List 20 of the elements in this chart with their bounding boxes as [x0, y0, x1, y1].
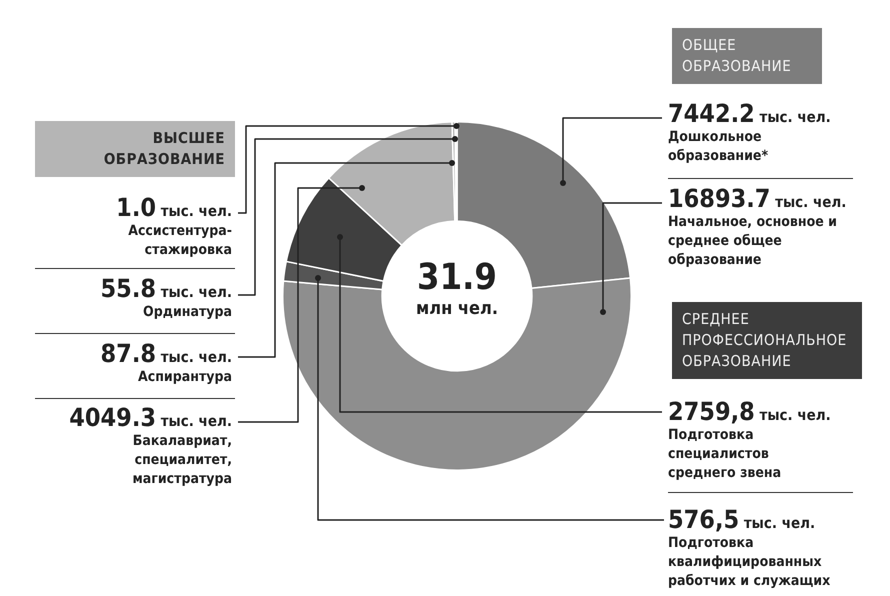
data-label: 4049.3 тыс. чел.: [69, 403, 232, 432]
data-label: 55.8 тыс. чел.: [100, 274, 232, 303]
slice-label: Начальное, основное и среднее общее образование: [668, 213, 838, 270]
slice-label: Подготовка специалистов среднего звена: [668, 426, 782, 483]
data-label: 2759,8 тыс. чел.: [668, 397, 831, 426]
slice-label: Аспирантура: [137, 368, 232, 387]
data-label: 7442.2 тыс. чел.: [668, 99, 831, 128]
data-label: 87.8 тыс. чел.: [100, 339, 232, 368]
data-label: 576,5 тыс. чел.: [668, 505, 816, 534]
slice-label: Подготовка квалифицированных работчих и служащих: [668, 534, 832, 591]
data-label: 16893.7 тыс. чел.: [668, 184, 846, 213]
slice-label: Бакалавриат, специалитет, магистратура: [131, 432, 232, 489]
text: ВЫСШЕЕ ОБРАЗОВАНИЕ: [35, 121, 235, 177]
data-label: 1.0 тыс. чел.: [116, 193, 232, 222]
slice-label: Ассистентура-стажировка: [127, 222, 232, 260]
text: ОБЩЕЕ ОБРАЗОВАНИЕ: [672, 28, 822, 84]
slice-label: Дошкольное образование*: [668, 128, 770, 166]
text: 31.9 млн чел.: [414, 257, 500, 320]
slice-label: Ординатура: [142, 303, 232, 322]
text: СРЕДНЕЕ ПРОФЕССИОНАЛЬНОЕ ОБРАЗОВАНИЕ: [672, 302, 862, 379]
